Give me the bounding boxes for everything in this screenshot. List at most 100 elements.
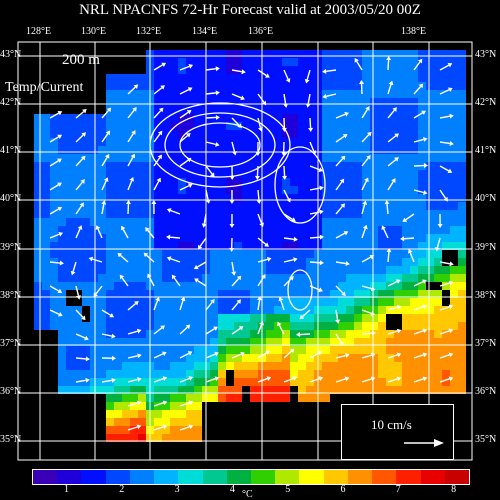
temperature-cell [434, 66, 442, 74]
temperature-cell [106, 186, 114, 194]
temperature-cell [410, 322, 418, 330]
temperature-cell [458, 362, 466, 370]
current-vector-arrow-icon [257, 274, 266, 287]
temperature-cell [122, 386, 130, 394]
temperature-cell [194, 234, 202, 242]
temperature-cell [402, 354, 410, 362]
temperature-cell [346, 114, 354, 122]
eddy-streamline [287, 269, 313, 311]
temperature-cell [274, 218, 282, 226]
temperature-cell [386, 298, 394, 306]
temperature-cell [442, 154, 450, 162]
temperature-cell [162, 122, 170, 130]
temperature-cell [138, 194, 146, 202]
temperature-cell [266, 50, 274, 58]
temperature-cell [394, 162, 402, 170]
temperature-cell [162, 218, 170, 226]
temperature-cell [298, 354, 306, 362]
current-vector-arrow-icon [75, 179, 85, 191]
temperature-cell [34, 274, 42, 282]
temperature-cell [226, 330, 234, 338]
temperature-cell [186, 378, 194, 386]
temperature-cell [290, 202, 298, 210]
current-vector-arrow-icon [143, 252, 155, 263]
temperature-cell [66, 274, 74, 282]
temperature-cell [170, 98, 178, 106]
temperature-cell [226, 130, 234, 138]
temperature-cell [362, 370, 370, 378]
temperature-cell [170, 322, 178, 330]
current-vector-arrow-icon [413, 328, 428, 335]
current-vector-arrow-icon [413, 376, 428, 383]
temperature-cell [250, 330, 258, 338]
temperature-cell [322, 122, 330, 130]
temperature-cell [250, 346, 258, 354]
temperature-cell [290, 322, 298, 330]
temperature-cell [50, 234, 58, 242]
temperature-cell [282, 394, 290, 402]
current-vector-arrow-icon [205, 165, 215, 178]
temperature-cell [122, 282, 130, 290]
temperature-cell [386, 130, 394, 138]
temperature-cell [274, 250, 282, 258]
temperature-cell [186, 354, 194, 362]
temperature-cell [386, 386, 394, 394]
temperature-cell [290, 66, 298, 74]
temperature-cell [458, 82, 466, 90]
temperature-cell [114, 226, 122, 234]
temperature-cell [90, 226, 98, 234]
temperature-cell [394, 146, 402, 154]
temperature-cell [194, 386, 202, 394]
temperature-cell [266, 82, 274, 90]
temperature-cell [458, 186, 466, 194]
temperature-cell [298, 218, 306, 226]
temperature-cell [194, 98, 202, 106]
temperature-cell [130, 250, 138, 258]
temperature-cell [50, 122, 58, 130]
temperature-cell [98, 226, 106, 234]
temperature-cell [242, 82, 250, 90]
temperature-cell [50, 178, 58, 186]
temperature-cell [234, 154, 242, 162]
temperature-cell [298, 82, 306, 90]
latitude-label: 35°N [475, 434, 497, 445]
temperature-cell [250, 82, 258, 90]
temperature-cell [130, 362, 138, 370]
current-vector-arrow-icon [205, 90, 220, 96]
temperature-cell [58, 330, 66, 338]
temperature-cell [298, 194, 306, 202]
temperature-cell [266, 378, 274, 386]
temperature-cell [458, 226, 466, 234]
temperature-cell [162, 322, 170, 330]
temperature-cell [114, 322, 122, 330]
temperature-cell [338, 314, 346, 322]
temperature-cell [82, 114, 90, 122]
temperature-cell [306, 242, 314, 250]
temperature-cell [354, 74, 362, 82]
temperature-cell [154, 242, 162, 250]
temperature-cell [338, 370, 346, 378]
temperature-cell [242, 282, 250, 290]
current-vector-arrow-icon [179, 400, 194, 407]
temperature-cell [226, 58, 234, 66]
temperature-cell [346, 274, 354, 282]
temperature-cell [442, 122, 450, 130]
temperature-cell [418, 338, 426, 346]
temperature-cell [178, 114, 186, 122]
temperature-cell [170, 218, 178, 226]
temperature-cell [354, 362, 362, 370]
current-vector-arrow-icon [386, 248, 392, 263]
temperature-cell [338, 154, 346, 162]
temperature-cell [42, 234, 50, 242]
temperature-cell [74, 330, 82, 338]
temperature-cell [226, 170, 234, 178]
temperature-cell [98, 130, 106, 138]
temperature-cell [290, 258, 298, 266]
temperature-cell [298, 74, 306, 82]
colorbar-swatch [396, 470, 421, 484]
temperature-cell [378, 162, 386, 170]
temperature-cell [402, 58, 410, 66]
temperature-cell [50, 186, 58, 194]
temperature-cell [242, 370, 250, 378]
current-vector-arrow-icon [231, 69, 246, 75]
